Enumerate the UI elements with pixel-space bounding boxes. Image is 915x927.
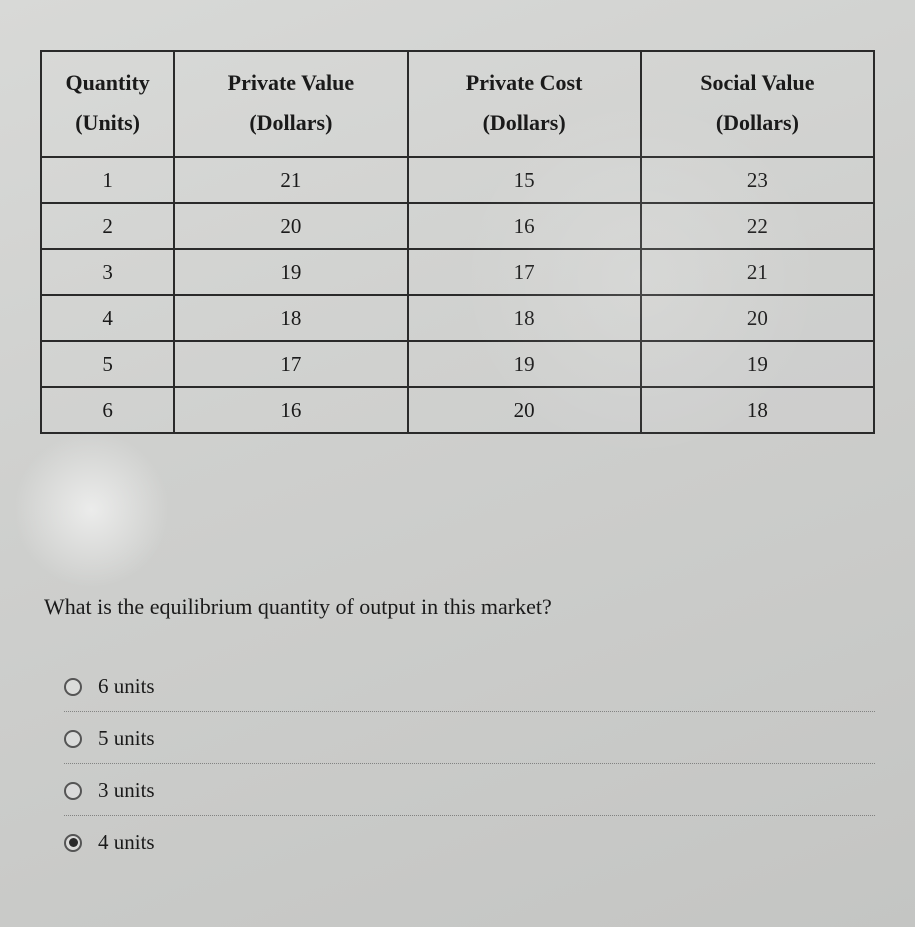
header-text: Quantity <box>50 70 165 96</box>
cell-sv: 23 <box>641 157 874 203</box>
table-row: 4 18 18 20 <box>41 295 874 341</box>
cell-qty: 4 <box>41 295 174 341</box>
col-header-quantity: Quantity (Units) <box>41 51 174 157</box>
table-row: 2 20 16 22 <box>41 203 874 249</box>
table-body: 1 21 15 23 2 20 16 22 3 19 17 21 4 18 18… <box>41 157 874 433</box>
cell-pv: 16 <box>174 387 407 433</box>
radio-icon <box>64 782 82 800</box>
header-subtext: (Dollars) <box>183 110 398 136</box>
table-header-row: Quantity (Units) Private Value (Dollars)… <box>41 51 874 157</box>
header-subtext: (Dollars) <box>417 110 632 136</box>
option-label: 3 units <box>98 778 155 803</box>
table-row: 6 16 20 18 <box>41 387 874 433</box>
col-header-social-value: Social Value (Dollars) <box>641 51 874 157</box>
cell-qty: 1 <box>41 157 174 203</box>
cell-qty: 2 <box>41 203 174 249</box>
cell-pv: 19 <box>174 249 407 295</box>
cell-qty: 3 <box>41 249 174 295</box>
option-label: 4 units <box>98 830 155 855</box>
radio-icon <box>64 678 82 696</box>
cell-sv: 21 <box>641 249 874 295</box>
option-4-units[interactable]: 4 units <box>64 816 875 867</box>
table-row: 5 17 19 19 <box>41 341 874 387</box>
option-3-units[interactable]: 3 units <box>64 764 875 816</box>
cell-sv: 19 <box>641 341 874 387</box>
cell-pv: 20 <box>174 203 407 249</box>
cell-sv: 18 <box>641 387 874 433</box>
cell-sv: 22 <box>641 203 874 249</box>
cell-pc: 15 <box>408 157 641 203</box>
cell-pc: 20 <box>408 387 641 433</box>
table-row: 3 19 17 21 <box>41 249 874 295</box>
cell-pv: 21 <box>174 157 407 203</box>
header-text: Private Cost <box>417 70 632 96</box>
option-6-units[interactable]: 6 units <box>64 660 875 712</box>
cell-pc: 18 <box>408 295 641 341</box>
cell-pv: 18 <box>174 295 407 341</box>
cell-pv: 17 <box>174 341 407 387</box>
option-label: 5 units <box>98 726 155 751</box>
table-row: 1 21 15 23 <box>41 157 874 203</box>
radio-icon <box>64 730 82 748</box>
cell-sv: 20 <box>641 295 874 341</box>
header-subtext: (Dollars) <box>650 110 865 136</box>
option-label: 6 units <box>98 674 155 699</box>
header-subtext: (Units) <box>50 110 165 136</box>
question-text: What is the equilibrium quantity of outp… <box>40 594 875 620</box>
cell-qty: 5 <box>41 341 174 387</box>
radio-icon <box>64 834 82 852</box>
option-5-units[interactable]: 5 units <box>64 712 875 764</box>
col-header-private-cost: Private Cost (Dollars) <box>408 51 641 157</box>
answer-options: 6 units 5 units 3 units 4 units <box>40 660 875 867</box>
cell-pc: 17 <box>408 249 641 295</box>
cell-pc: 16 <box>408 203 641 249</box>
economics-table: Quantity (Units) Private Value (Dollars)… <box>40 50 875 434</box>
cell-pc: 19 <box>408 341 641 387</box>
header-text: Social Value <box>650 70 865 96</box>
header-text: Private Value <box>183 70 398 96</box>
cell-qty: 6 <box>41 387 174 433</box>
col-header-private-value: Private Value (Dollars) <box>174 51 407 157</box>
